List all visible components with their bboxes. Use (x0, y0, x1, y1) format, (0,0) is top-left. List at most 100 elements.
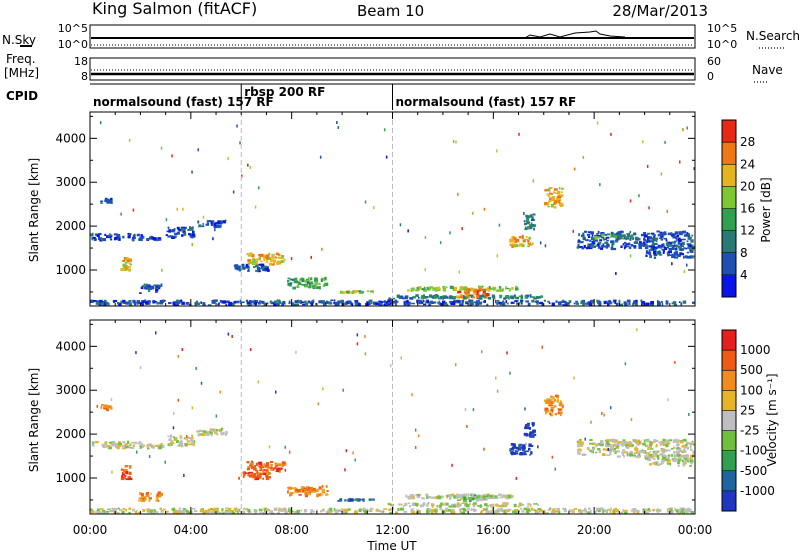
range-gate-cell (482, 291, 486, 295)
range-gate-cell (92, 236, 96, 240)
range-gate-cell (315, 303, 317, 305)
range-gate-cell (638, 241, 642, 245)
range-gate-cell (491, 287, 496, 290)
range-gate-cell (402, 297, 406, 300)
range-gate-cell (100, 511, 103, 514)
range-gate-cell (491, 508, 494, 511)
range-gate-cell (662, 454, 667, 457)
range-gate-cell (582, 155, 585, 159)
range-gate-cell (599, 239, 602, 242)
y-tick-label: 4000 (55, 339, 86, 353)
range-gate-cell (310, 511, 313, 514)
colorbar-tick-label: 16 (740, 202, 755, 216)
range-gate-cell (194, 301, 198, 306)
range-gate-cell (269, 510, 274, 513)
range-gate-cell (124, 261, 128, 264)
range-gate-cell (181, 301, 185, 305)
range-gate-cell (258, 257, 261, 260)
range-gate-cell (132, 237, 134, 240)
range-gate-cell (310, 509, 313, 512)
range-gate-cell (622, 234, 626, 237)
range-gate-cell (283, 258, 286, 262)
range-gate-cell (124, 268, 127, 272)
range-gate-cell (355, 302, 358, 306)
range-gate-cell (397, 503, 401, 506)
range-gate-cell (118, 441, 120, 445)
range-gate-cell (90, 233, 93, 237)
range-gate-cell (588, 449, 591, 452)
range-gate-cell (515, 476, 518, 480)
range-gate-cell (645, 254, 648, 257)
range-gate-cell (222, 220, 225, 223)
range-gate-cell (231, 302, 235, 306)
range-gate-cell (525, 442, 527, 446)
range-gate-cell (192, 230, 195, 234)
range-gate-cell (561, 300, 566, 303)
range-gate-cell (437, 494, 440, 497)
range-gate-cell (497, 301, 501, 305)
range-gate-cell (439, 508, 443, 511)
range-gate-cell (616, 509, 619, 513)
range-gate-cell (156, 287, 161, 290)
range-gate-cell (660, 301, 663, 303)
range-gate-cell (516, 509, 519, 512)
range-gate-cell (641, 301, 645, 305)
range-gate-cell (470, 497, 475, 501)
range-gate-cell (400, 356, 402, 360)
range-gate-cell (176, 227, 180, 230)
range-gate-cell (191, 406, 194, 410)
range-gate-cell (666, 440, 668, 442)
range-gate-cell (186, 440, 190, 443)
range-gate-cell (615, 443, 620, 446)
cpid-segment-label: normalsound (fast) 157 RF (396, 95, 577, 109)
range-gate-cell (136, 233, 140, 237)
range-gate-cell (684, 255, 688, 259)
range-gate-cell (281, 257, 284, 260)
range-gate-cell (256, 266, 260, 269)
range-gate-cell (283, 508, 286, 510)
range-gate-cell (691, 247, 694, 251)
range-gate-cell (404, 301, 407, 305)
range-gate-cell (247, 262, 250, 266)
range-gate-cell (657, 450, 660, 453)
range-gate-cell (509, 508, 512, 511)
range-gate-cell (146, 447, 150, 450)
range-gate-cell (128, 233, 132, 235)
range-gate-cell (640, 233, 644, 237)
range-gate-cell (671, 262, 673, 266)
range-gate-cell (669, 254, 673, 256)
range-gate-cell (583, 244, 586, 249)
range-gate-cell (148, 500, 150, 502)
range-gate-cell (616, 445, 619, 449)
range-gate-cell (677, 458, 681, 462)
range-gate-cell (245, 263, 249, 268)
range-gate-cell (584, 507, 587, 511)
range-gate-cell (196, 430, 199, 433)
range-gate-cell (172, 426, 175, 430)
range-gate-cell (606, 443, 610, 446)
colorbar-tick-label: 4 (740, 268, 748, 282)
range-gate-cell (464, 503, 466, 507)
range-gate-cell (432, 287, 436, 291)
range-gate-cell (195, 366, 197, 370)
range-gate-cell (354, 458, 356, 462)
range-gate-cell (444, 502, 447, 506)
y-tick-label: 2000 (55, 219, 86, 233)
range-gate-cell (510, 243, 514, 246)
range-gate-cell (383, 508, 388, 510)
range-gate-cell (114, 237, 117, 241)
range-gate-cell (606, 302, 610, 306)
range-gate-cell (161, 268, 163, 272)
range-gate-cell (139, 446, 142, 449)
range-gate-cell (645, 244, 649, 248)
range-gate-cell (489, 288, 493, 291)
range-gate-cell (185, 302, 190, 305)
range-gate-cell (122, 267, 126, 272)
range-gate-cell (273, 302, 277, 306)
range-gate-cell (531, 431, 535, 434)
range-gate-cell (445, 302, 447, 306)
range-gate-cell (167, 435, 170, 438)
range-gate-cell (505, 494, 509, 498)
range-gate-cell (572, 229, 574, 233)
range-gate-cell (220, 433, 224, 436)
